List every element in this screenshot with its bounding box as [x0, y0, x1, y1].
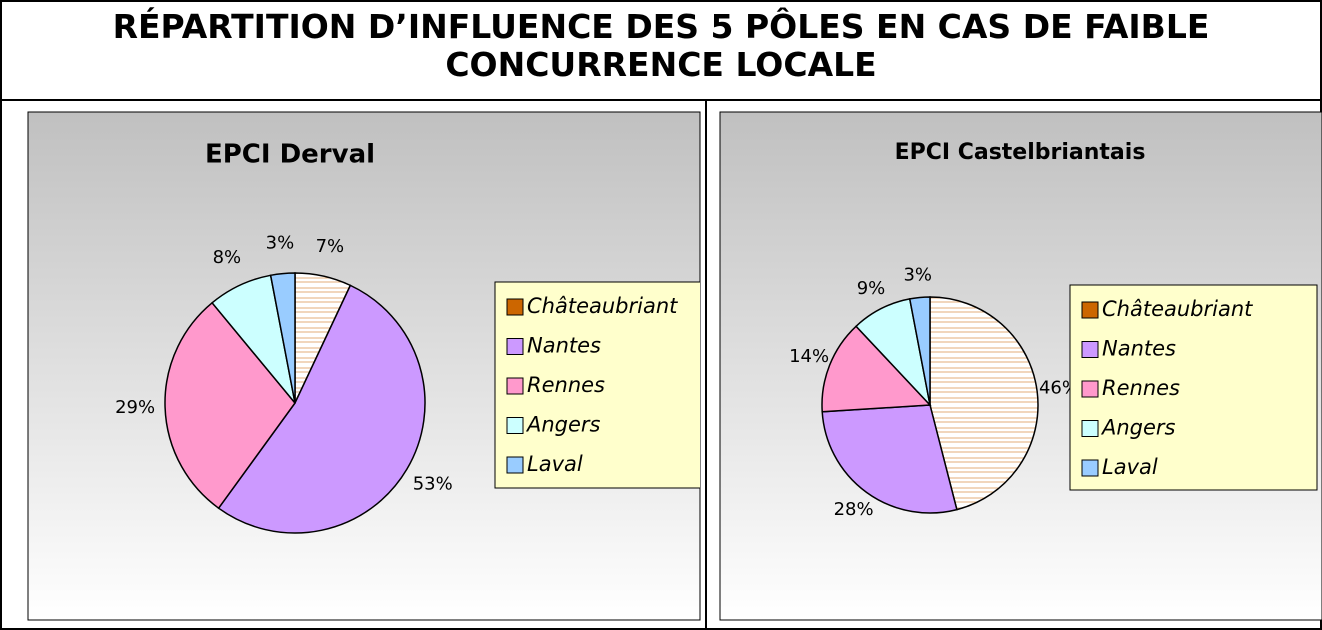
data-label: 9%	[857, 278, 886, 299]
data-label: 46%	[1039, 378, 1079, 399]
pie-slice	[164, 301, 296, 510]
legend-label: Angers	[1100, 416, 1176, 440]
legend-label: Rennes	[527, 373, 605, 397]
legend-label: Nantes	[527, 334, 601, 358]
legend-swatch	[1081, 301, 1099, 319]
legend-label: Laval	[527, 452, 583, 476]
legend-label: Rennes	[1102, 376, 1180, 400]
chart: EPCI Derval 7% 53% 29% 8% 3% Châteaubriant Nant…	[115, 140, 700, 534]
pie-slice	[908, 296, 931, 406]
legend-swatch	[506, 456, 524, 474]
legend-swatch	[506, 417, 524, 434]
legend-label: Laval	[1102, 455, 1158, 479]
legend-swatch	[1081, 420, 1099, 437]
chart-title: EPCI Derval	[205, 140, 375, 170]
legend-swatch	[506, 377, 524, 395]
data-label: 3%	[266, 233, 295, 254]
pie-slice	[217, 284, 426, 534]
chart: EPCI Castelbriantais 46% 28% 14% 9% 3% Château…	[789, 140, 1318, 520]
legend	[1069, 284, 1318, 491]
pie-slice	[821, 325, 932, 413]
legend-swatch	[506, 298, 524, 316]
pie-slice	[821, 404, 958, 514]
legend-label: Nantes	[1102, 337, 1176, 361]
data-label: 28%	[834, 499, 874, 520]
legend-swatch	[506, 338, 524, 355]
data-label: 3%	[903, 265, 932, 286]
legend-label: Angers	[525, 413, 601, 437]
legend-swatch	[1081, 380, 1099, 398]
chart-title: EPCI Castelbriantais	[895, 140, 1146, 165]
pie-slice	[269, 272, 296, 404]
data-label: 7%	[316, 236, 345, 257]
data-label: 14%	[789, 346, 829, 367]
data-label: 8%	[213, 247, 242, 268]
legend-swatch	[1081, 341, 1099, 358]
slide-title: RÉPARTITION D’INFLUENCE DES 5 PÔLES EN C…	[113, 6, 1210, 84]
legend-label: Châteaubriant	[527, 294, 678, 318]
data-label: 29%	[115, 397, 155, 418]
data-label: 53%	[413, 473, 453, 494]
legend-label: Châteaubriant	[1102, 297, 1253, 321]
legend-swatch	[1081, 459, 1099, 477]
pie-slice	[929, 296, 1039, 511]
legend	[494, 281, 700, 489]
